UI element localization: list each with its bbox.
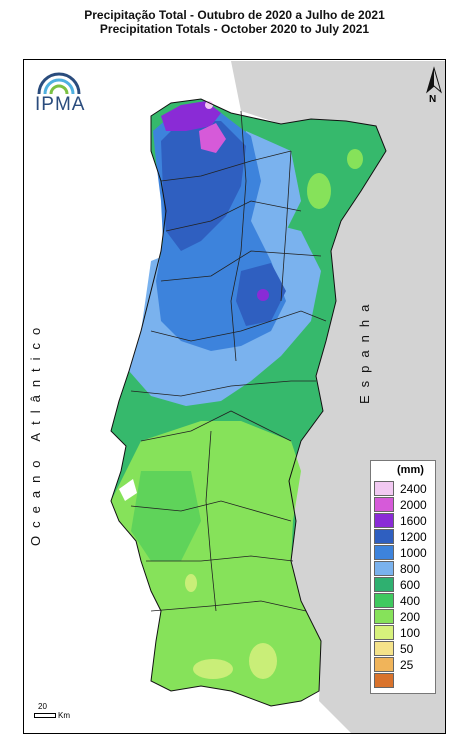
scale-bar: 20 Km (34, 702, 94, 722)
legend-swatch (374, 561, 394, 576)
legend-label: 100 (400, 626, 421, 640)
legend: (mm) 2400 2000 1600 1200 1000 800 600 400 200 100… (370, 460, 436, 694)
zone-peneda-pink (205, 101, 213, 109)
legend-label: 1000 (400, 546, 427, 560)
legend-swatch (374, 673, 394, 688)
legend-swatch (374, 481, 394, 496)
legend-label: 1600 (400, 514, 427, 528)
legend-item: 1600 (374, 513, 434, 529)
north-label: N (429, 94, 437, 105)
legend-item: 600 (374, 577, 434, 593)
legend-item: 800 (374, 561, 434, 577)
legend-item: 2000 (374, 497, 434, 513)
legend-item: 2400 (374, 481, 434, 497)
zone-peneda-purple (161, 101, 221, 131)
ipma-logo: IPMA (33, 72, 85, 118)
zone-estrela-purple (257, 289, 269, 301)
north-arrow-icon (426, 66, 442, 94)
legend-item: 1000 (374, 545, 434, 561)
legend-swatch (374, 657, 394, 672)
scale-value: 20 (38, 702, 47, 711)
legend-label: 25 (400, 658, 414, 672)
legend-swatch (374, 577, 394, 592)
legend-item: 50 (374, 641, 434, 657)
ipma-logo-text: IPMA (35, 94, 86, 115)
spain-label: Espanha (357, 296, 372, 404)
legend-item: 25 (374, 657, 434, 673)
zone-south-100b (249, 643, 277, 679)
ipma-logo-arcs (37, 72, 81, 95)
tagus-estuary (119, 479, 137, 501)
zone-ne-lightgreen2 (347, 149, 363, 169)
legend-label: 800 (400, 562, 421, 576)
legend-swatch (374, 513, 394, 528)
north-arrow: N (425, 66, 443, 108)
legend-swatch (374, 529, 394, 544)
legend-swatch (374, 625, 394, 640)
legend-label: 1200 (400, 530, 427, 544)
district-borders (130, 110, 327, 612)
legend-label: 600 (400, 578, 421, 592)
legend-item: 100 (374, 625, 434, 641)
zone-south-400 (131, 471, 201, 561)
zone-peneda-magenta (199, 123, 226, 153)
zone-south-100 (193, 659, 233, 679)
legend-swatch (374, 641, 394, 656)
legend-label: 400 (400, 594, 421, 608)
legend-label: 50 (400, 642, 414, 656)
legend-swatch (374, 545, 394, 560)
legend-item: 200 (374, 609, 434, 625)
map-title-pt: Precipitação Total - Outubro de 2020 a J… (84, 8, 385, 22)
legend-swatch (374, 609, 394, 624)
portugal-outline (110, 98, 387, 707)
ocean-label: Oceano Atlântico (28, 319, 43, 546)
legend-swatch (374, 593, 394, 608)
legend-swatch (374, 497, 394, 512)
legend-unit: (mm) (397, 464, 424, 476)
legend-item: 1200 (374, 529, 434, 545)
legend-item: 400 (374, 593, 434, 609)
legend-label: 2400 (400, 482, 427, 496)
zone-south-100c (185, 574, 197, 592)
legend-label: 2000 (400, 498, 427, 512)
scale-bar-line (34, 713, 56, 718)
zone-north-darkblue (161, 121, 246, 251)
legend-label: 200 (400, 610, 421, 624)
map-title-en: Precipitation Totals - October 2020 to J… (99, 22, 370, 36)
legend-item (374, 673, 434, 689)
zone-ne-lightgreen (307, 173, 331, 209)
scale-unit: Km (58, 711, 70, 720)
